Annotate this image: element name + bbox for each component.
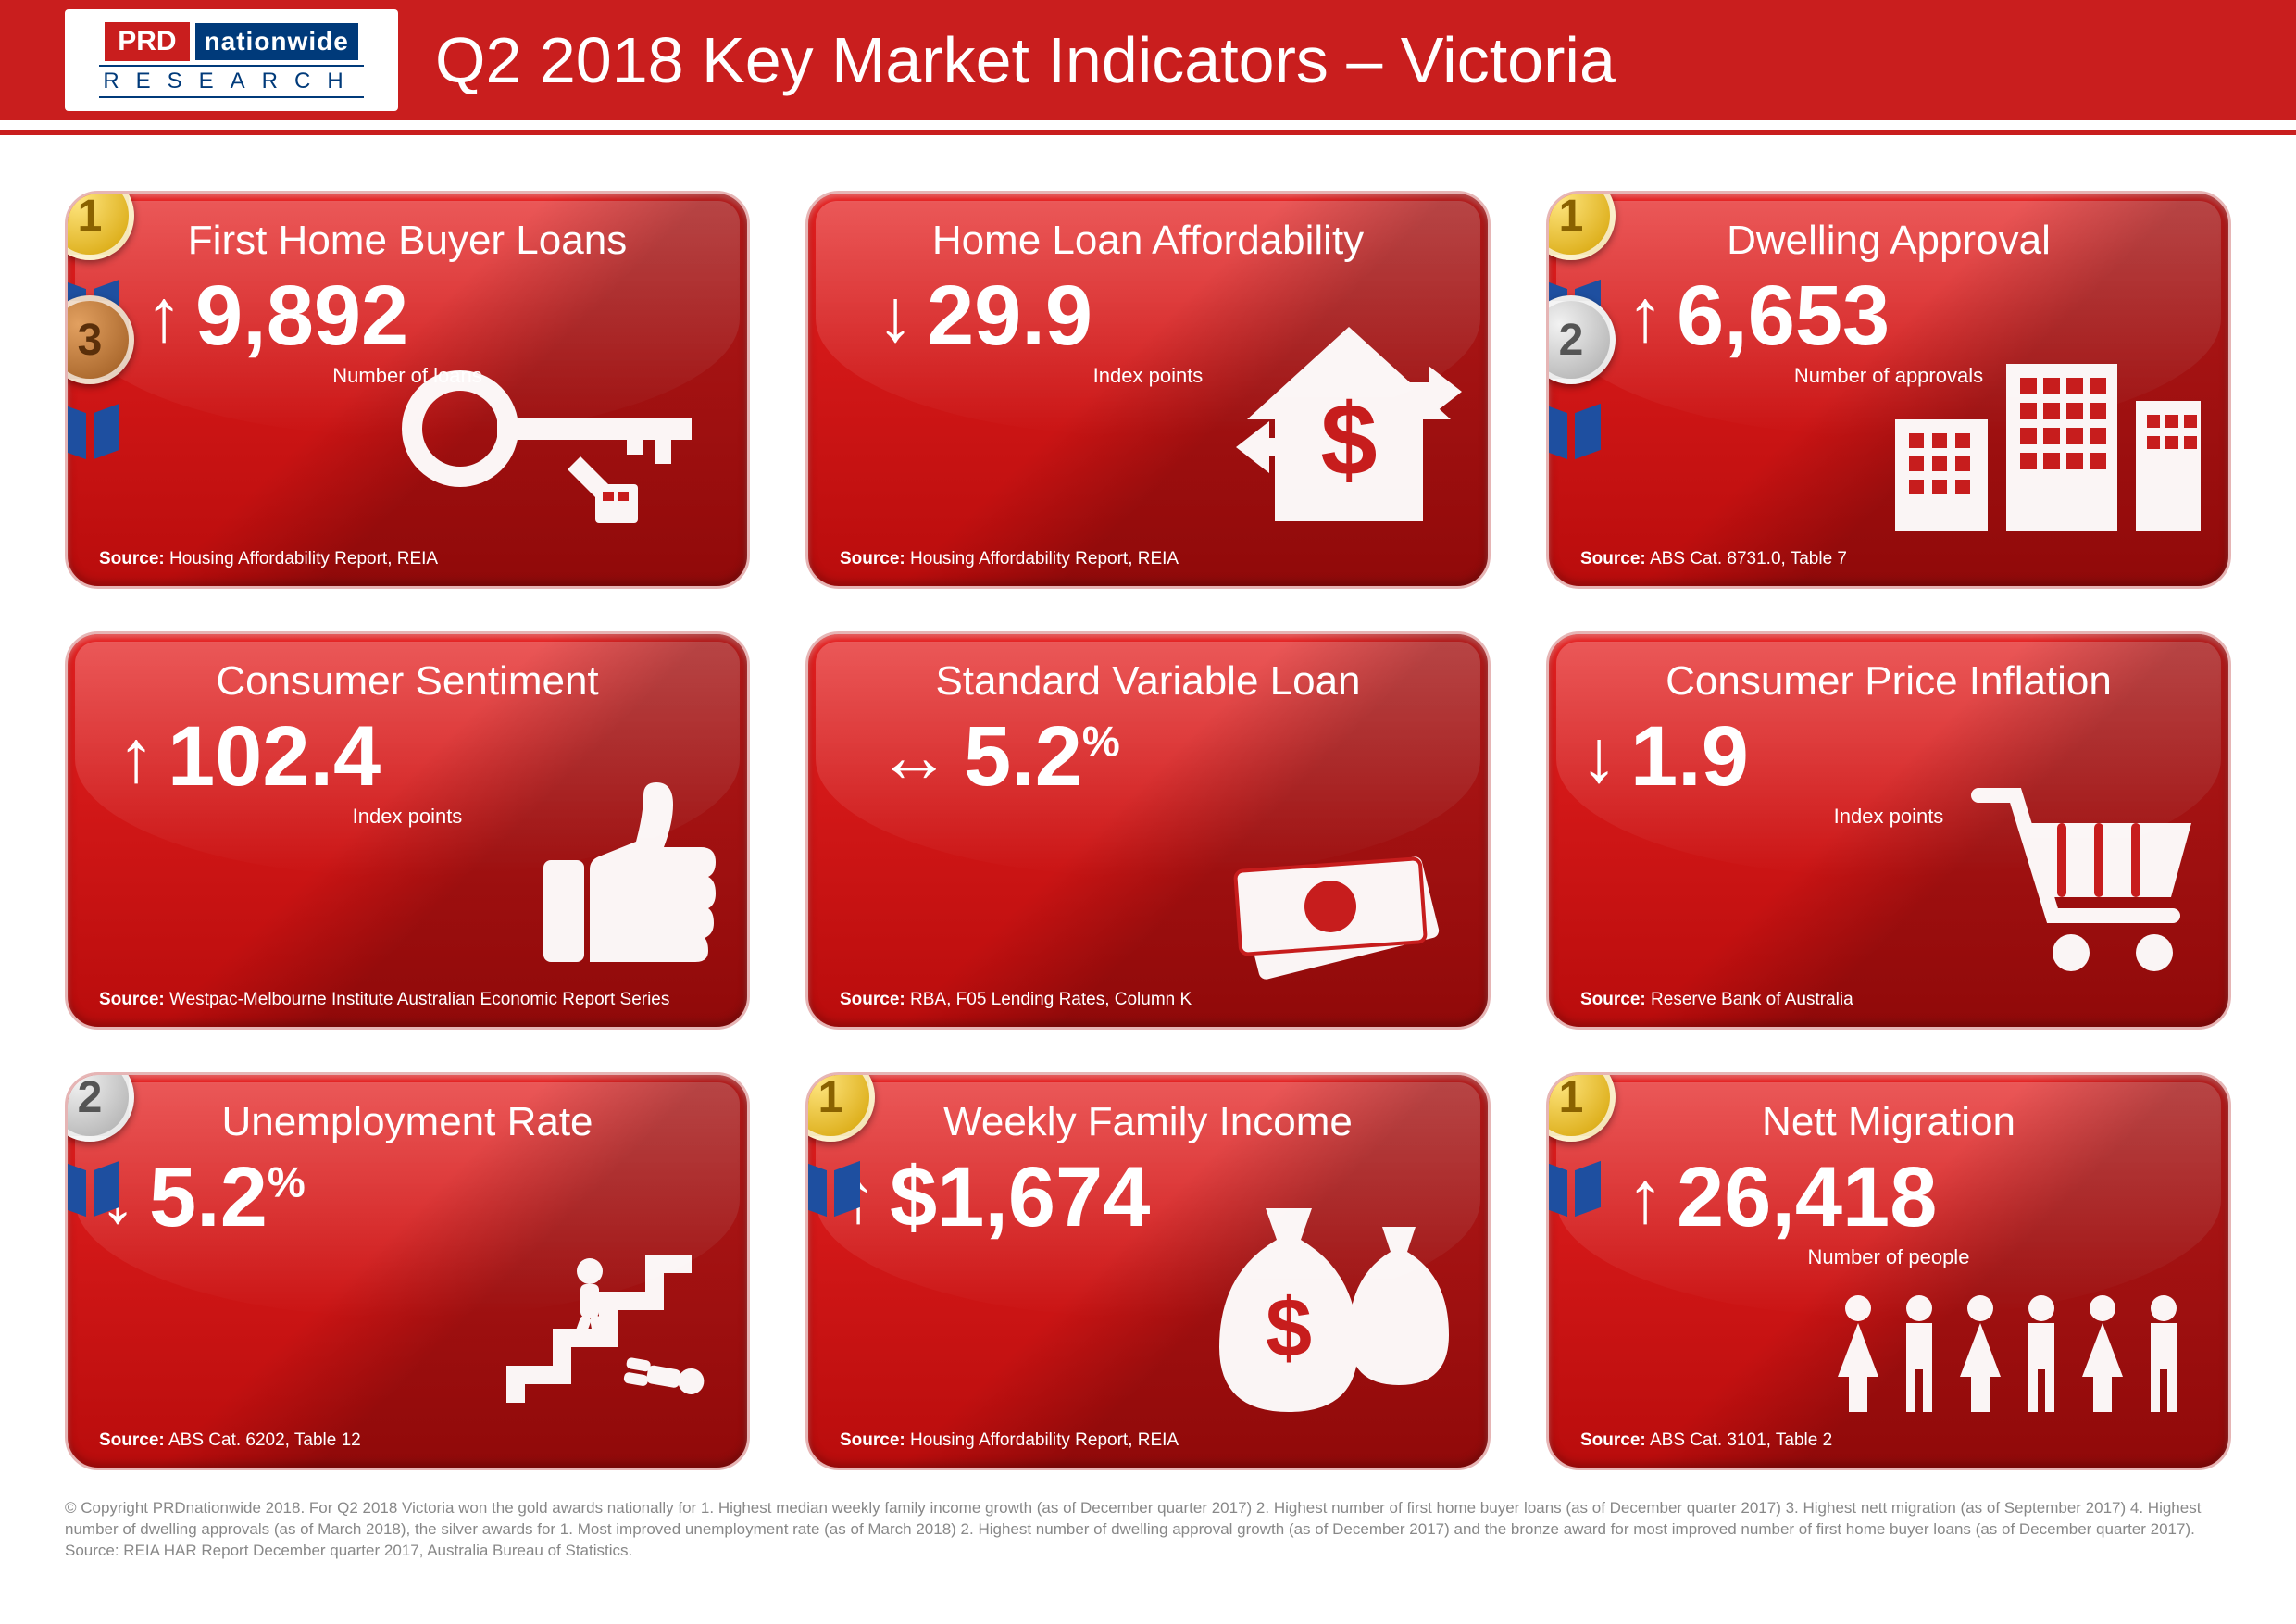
- card-title: First Home Buyer Loans: [99, 218, 716, 264]
- card-title: Consumer Sentiment: [99, 658, 716, 705]
- metric-value: $1,674: [890, 1155, 1150, 1240]
- indicator-card: Home Loan Affordability ↓29.9 Index points…: [805, 191, 1491, 589]
- metric-value: 1.9: [1630, 714, 1749, 799]
- card-source: Source: Housing Affordability Report, RE…: [840, 1430, 1456, 1451]
- svg-text:$: $: [1266, 1282, 1312, 1375]
- metric-value: 26,418: [1677, 1155, 1937, 1240]
- logo-nationwide: nationwide: [195, 23, 358, 60]
- people-icon: [1821, 1292, 2210, 1421]
- metric-row: ↑102.4: [118, 714, 716, 799]
- card-title: Standard Variable Loan: [840, 658, 1456, 705]
- indicator-card: Consumer Sentiment ↑102.4 Index points Sour…: [65, 631, 750, 1030]
- trend-arrow-icon: ↑: [118, 719, 155, 793]
- metric-sublabel: Index points: [99, 805, 716, 829]
- metric-sublabel: Number of approvals: [1580, 364, 2197, 388]
- card-title: Home Loan Affordability: [840, 218, 1456, 264]
- trend-arrow-icon: ↓: [1580, 719, 1617, 793]
- card-grid: 13First Home Buyer Loans↑9,892Number of …: [0, 135, 2296, 1489]
- indicator-card: Standard Variable Loan ↔5.2% Source: RBA, …: [805, 631, 1491, 1030]
- card-source: Source: Reserve Bank of Australia: [1580, 990, 2197, 1010]
- card-source: Source: ABS Cat. 3101, Table 2: [1580, 1430, 2197, 1451]
- card-source: Source: RBA, F05 Lending Rates, Column K: [840, 990, 1456, 1010]
- metric-sublabel: Index points: [1580, 805, 2197, 829]
- metric-value: 5.2%: [964, 714, 1120, 799]
- card-title: Nett Migration: [1580, 1099, 2197, 1145]
- card-title: Consumer Price Inflation: [1580, 658, 2197, 705]
- metric-value: 102.4: [168, 714, 381, 799]
- card-title: Dwelling Approval: [1580, 218, 2197, 264]
- metric-value: 9,892: [195, 273, 408, 358]
- footer-copyright: © Copyright PRDnationwide 2018. For Q2 2…: [0, 1489, 2296, 1562]
- svg-text:$: $: [1320, 383, 1377, 497]
- card-title: Weekly Family Income: [840, 1099, 1456, 1145]
- indicator-card: 1Nett Migration↑26,418Number of peopleSo…: [1546, 1072, 2231, 1470]
- metric-row: ↓29.9: [877, 273, 1456, 358]
- metric-sublabel: Number of loans: [99, 364, 716, 388]
- metric-row: ↓5.2%: [99, 1155, 716, 1240]
- cash-icon: [1192, 814, 1469, 981]
- metric-row: ↑6,653: [1627, 273, 2197, 358]
- trend-arrow-icon: ↑: [1627, 1160, 1664, 1234]
- trend-arrow-icon: ↑: [145, 279, 182, 353]
- metric-row: ↑26,418: [1627, 1155, 2197, 1240]
- metric-row: ↑9,892: [145, 273, 716, 358]
- logo-prd: PRD: [105, 22, 189, 61]
- metric-row: ↑$1,674: [840, 1155, 1456, 1240]
- metric-sublabel: Number of people: [1580, 1245, 2197, 1269]
- indicator-card: Consumer Price Inflation ↓1.9 Index points…: [1546, 631, 2231, 1030]
- card-source: Source: Westpac-Melbourne Institute Aust…: [99, 990, 716, 1010]
- logo: PRD nationwide RESEARCH: [65, 9, 398, 111]
- stairs-fall-icon: [488, 1236, 729, 1421]
- trend-arrow-icon: ↓: [877, 279, 914, 353]
- metric-sublabel: Index points: [840, 364, 1456, 388]
- trend-arrow-icon: ↔: [877, 719, 951, 793]
- metric-value: 29.9: [927, 273, 1092, 358]
- indicator-card: 13First Home Buyer Loans↑9,892Number of …: [65, 191, 750, 589]
- logo-research: RESEARCH: [99, 65, 363, 98]
- card-title: Unemployment Rate: [99, 1099, 716, 1145]
- indicator-card: 1Weekly Family Income↑$1,674$Source: Hou…: [805, 1072, 1491, 1470]
- card-source: Source: Housing Affordability Report, RE…: [99, 549, 716, 569]
- metric-row: ↔5.2%: [877, 714, 1456, 799]
- metric-value: 5.2%: [149, 1155, 306, 1240]
- indicator-card: 2Unemployment Rate↓5.2%Source: ABS Cat. …: [65, 1072, 750, 1470]
- card-source: Source: ABS Cat. 6202, Table 12: [99, 1430, 716, 1451]
- indicator-card: 12Dwelling Approval↑6,653Number of appro…: [1546, 191, 2231, 589]
- card-source: Source: ABS Cat. 8731.0, Table 7: [1580, 549, 2197, 569]
- page-title: Q2 2018 Key Market Indicators – Victoria: [435, 23, 1616, 97]
- trend-arrow-icon: ↑: [1627, 279, 1664, 353]
- card-source: Source: Housing Affordability Report, RE…: [840, 549, 1456, 569]
- money-bags-icon: $: [1210, 1208, 1469, 1421]
- metric-value: 6,653: [1677, 273, 1890, 358]
- metric-row: ↓1.9: [1580, 714, 2197, 799]
- header: PRD nationwide RESEARCH Q2 2018 Key Mark…: [0, 0, 2296, 120]
